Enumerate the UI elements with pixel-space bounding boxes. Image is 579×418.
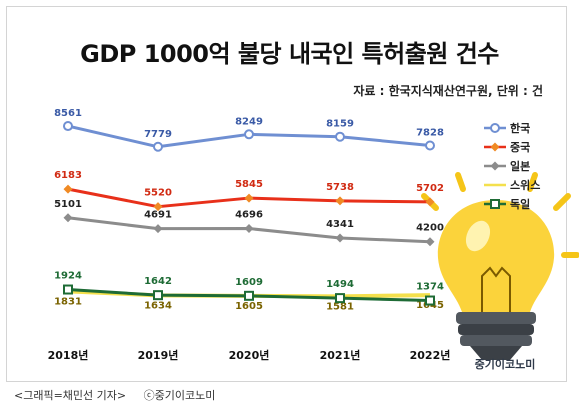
germany-point [244,290,254,301]
germany-point [63,284,73,295]
japan-point [335,233,345,243]
china-point [425,197,435,207]
china-point [244,193,254,203]
germany-point [153,290,163,301]
brand-logo-text: 중기이코노미 [475,357,536,371]
switzerland-value-label: 1634 [144,300,172,311]
caption-credit: <그래픽=채민선 기자> [14,389,127,402]
japan-point [153,224,163,234]
germany-value-label: 1642 [144,276,172,287]
legend-item-china: 중국 [484,141,530,154]
china-point [63,184,73,194]
germany-value-label: 1374 [416,282,444,293]
china-point [153,202,163,212]
legend-label: 중국 [510,141,530,154]
china-value-label: 5702 [416,183,444,194]
korea-value-label: 8561 [54,108,82,119]
legend-label: 스위스 [510,179,540,192]
germany-value-label: 1494 [326,279,354,290]
caption-copyright: ⓒ중기이코노미 [143,389,216,402]
germany-point [335,293,345,304]
x-tick-label: 2020년 [229,348,270,362]
japan-value-label: 5101 [54,199,82,210]
legend-item-korea: 한국 [484,121,530,135]
china-point [490,142,500,152]
korea-value-label: 7828 [416,127,444,138]
germany-point [490,199,500,209]
korea-point [244,129,254,140]
germany-value-label: 1609 [235,277,263,288]
legend-item-germany: 독일 [484,197,530,211]
china-value-label: 6183 [54,170,82,181]
china-value-label: 5520 [144,188,172,199]
korea-point [425,140,435,151]
caption: <그래픽=채민선 기자> ⓒ중기이코노미 [14,387,229,403]
legend-label: 일본 [510,159,530,173]
japan-value-label: 4200 [416,223,444,234]
china-value-label: 5738 [326,182,354,193]
lightbulb-illustration [421,172,579,360]
switzerland-value-label: 1605 [235,301,263,312]
korea-point [63,121,73,132]
x-tick-label: 2019년 [138,348,179,362]
japan-point [425,237,435,247]
chart-source: 자료 : 한국지식재산연구원, 단위 : 건 [353,84,543,98]
japan-value-label: 4691 [144,210,172,221]
korea-point [153,141,163,152]
germany-point [425,295,435,306]
korea-point [335,131,345,142]
japan-point [63,213,73,223]
korea-value-label: 8249 [235,116,263,127]
japan-point [490,161,500,171]
japan-value-label: 4696 [235,210,263,221]
legend-label: 독일 [510,197,530,211]
legend-item-japan: 일본 [484,159,530,173]
legend-label: 한국 [510,121,530,135]
japan-point [244,224,254,234]
japan-value-label: 4341 [326,219,354,230]
x-tick-label: 2021년 [320,348,361,362]
x-tick-label: 2018년 [48,348,89,362]
switzerland-value-label: 1831 [54,296,82,307]
switzerland-value-label: 1581 [326,301,354,312]
china-value-label: 5845 [235,179,263,190]
korea-point [490,123,500,133]
x-tick-label: 2022년 [410,348,451,362]
chart-title: GDP 1000억 불당 내국인 특허출원 건수 [80,40,499,68]
legend-item-switzerland: 스위스 [484,179,540,192]
germany-value-label: 1924 [54,271,82,282]
korea-value-label: 7779 [144,129,172,140]
china-point [335,196,345,206]
korea-value-label: 8159 [326,119,354,130]
switzerland-value-label: 1645 [416,300,444,311]
